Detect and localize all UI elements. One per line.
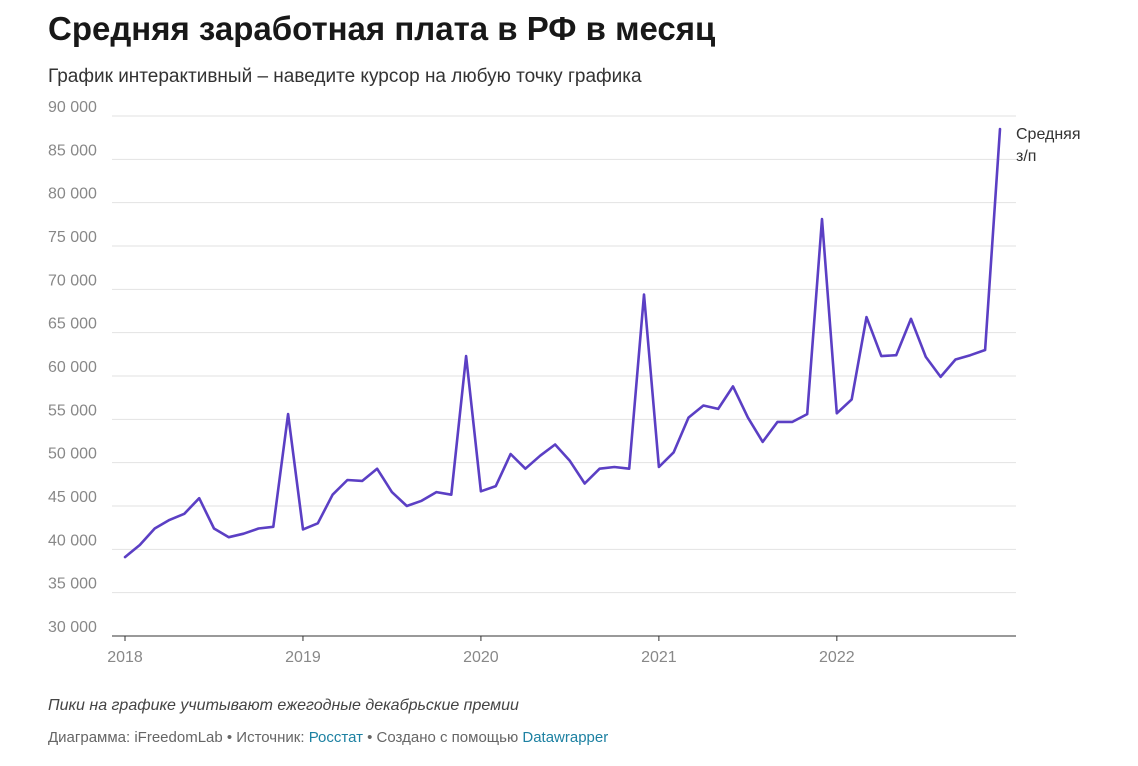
chart-footer: Диаграмма: iFreedomLab • Источник: Росст… [48, 729, 608, 746]
y-tick-label: 40 000 [48, 532, 97, 549]
data-point[interactable]: 2021-07: 55200 [743, 413, 753, 423]
datawrapper-link[interactable]: Datawrapper [522, 729, 609, 746]
data-point[interactable]: 2020-07: 50200 [565, 456, 575, 466]
data-point[interactable]: 2022-12: 88500 [995, 124, 1005, 134]
data-point[interactable]: 2019-05: 47900 [357, 476, 367, 486]
data-point[interactable]: 2020-05: 50800 [535, 451, 545, 461]
x-tick-label: 2022 [819, 649, 855, 666]
y-tick-label: 30 000 [48, 619, 97, 636]
y-tick-label: 85 000 [48, 142, 97, 159]
footer-credit-text: Диаграмма: iFreedomLab • Источник: [48, 729, 309, 746]
data-point[interactable]: 2020-10: 49500 [609, 462, 619, 472]
data-point[interactable]: 2020-09: 49300 [595, 464, 605, 474]
data-point[interactable]: 2020-03: 51000 [506, 449, 516, 459]
data-point[interactable]: 2018-01: 39100 [120, 552, 130, 562]
data-point[interactable]: 2021-12: 78100 [817, 214, 827, 224]
data-point[interactable]: 2020-06: 52100 [550, 439, 560, 449]
data-point[interactable]: 2022-02: 57300 [847, 394, 857, 404]
y-tick-label: 35 000 [48, 576, 97, 593]
data-point[interactable]: 2020-04: 49300 [520, 464, 530, 474]
data-point[interactable]: 2022-06: 66600 [906, 314, 916, 324]
data-point[interactable]: 2019-11: 46300 [446, 490, 456, 500]
data-point[interactable]: 2019-06: 49300 [372, 464, 382, 474]
series-line [123, 127, 1002, 559]
line-chart[interactable]: 30 000 35 000 40 000 45 000 50 000 55 000 60 0… [0, 100, 1138, 680]
x-tick-label: 2018 [107, 649, 143, 666]
y-tick-label: 80 000 [48, 186, 97, 203]
data-point[interactable]: 2021-01: 49500 [654, 462, 664, 472]
source-link[interactable]: Росстат [308, 729, 363, 746]
gridlines [112, 115, 1016, 637]
data-point[interactable]: 2022-05: 62400 [891, 350, 901, 360]
series-label: Средняя з/п [1016, 126, 1081, 165]
data-point[interactable]: 2021-06: 58800 [728, 381, 738, 391]
data-point[interactable]: 2018-07: 42400 [209, 524, 219, 534]
data-point[interactable]: 2019-09: 45600 [417, 496, 427, 506]
data-point[interactable]: 2019-07: 46600 [387, 487, 397, 497]
data-point[interactable]: 2019-01: 42300 [298, 524, 308, 534]
data-point[interactable]: 2018-11: 42600 [268, 522, 278, 532]
data-point[interactable]: 2018-09: 41800 [239, 529, 249, 539]
data-point[interactable]: 2020-11: 49300 [624, 464, 634, 474]
data-point[interactable]: 2021-02: 51200 [669, 447, 679, 457]
footer-middle-text: • Создано с помощью [362, 729, 523, 746]
y-tick-label: 65 000 [48, 316, 97, 333]
x-tick-label: 2021 [641, 649, 677, 666]
data-point[interactable]: 2019-02: 43000 [313, 518, 323, 528]
data-point[interactable]: 2018-04: 43400 [164, 515, 174, 525]
data-point[interactable]: 2020-08: 47600 [580, 478, 590, 488]
y-tick-label: 75 000 [48, 229, 97, 246]
data-point[interactable]: 2020-02: 47300 [491, 481, 501, 491]
y-axis-labels: 30 000 35 000 40 000 45 000 50 000 55 000 60 0… [48, 100, 97, 636]
x-tick-label: 2019 [285, 649, 321, 666]
y-tick-label: 45 000 [48, 489, 97, 506]
data-point[interactable]: 2019-12: 62300 [461, 351, 471, 361]
data-point[interactable]: 2018-02: 40500 [135, 540, 145, 550]
data-point[interactable]: 2018-05: 44100 [179, 509, 189, 519]
y-tick-label: 90 000 [48, 100, 97, 116]
data-point[interactable]: 2022-07: 62200 [921, 352, 931, 362]
data-point[interactable]: 2020-01: 46700 [476, 486, 486, 496]
data-point[interactable]: 2018-03: 42400 [150, 524, 160, 534]
chart-note: Пики на графике учитывают ежегодные дека… [48, 697, 519, 714]
data-point[interactable]: 2021-10: 54700 [787, 417, 797, 427]
data-point[interactable]: 2018-06: 45900 [194, 493, 204, 503]
chart-subtitle: График интерактивный – наведите курсор н… [48, 66, 642, 87]
chart-title: Средняя заработная плата в РФ в месяц [48, 10, 716, 47]
data-point[interactable]: 2020-12: 69400 [639, 290, 649, 300]
y-tick-label: 50 000 [48, 446, 97, 463]
data-point[interactable]: 2022-11: 63000 [980, 345, 990, 355]
data-point[interactable]: 2018-12: 55600 [283, 409, 293, 419]
x-axis-labels: 2018 2019 2020 2021 2022 [107, 636, 855, 666]
data-point[interactable]: 2019-10: 46600 [431, 487, 441, 497]
data-point[interactable]: 2022-09: 61900 [950, 355, 960, 365]
data-point[interactable]: 2018-08: 41400 [224, 532, 234, 542]
data-point[interactable]: 2019-04: 48000 [342, 475, 352, 485]
data-point[interactable]: 2021-08: 52400 [758, 437, 768, 447]
data-point[interactable]: 2021-09: 54700 [773, 417, 783, 427]
series-layer: 2018-01: 39100 2018-02: 40500 2018-03: 424… [120, 124, 1081, 562]
data-point[interactable]: 2022-03: 66800 [862, 312, 872, 322]
data-point[interactable]: 2021-03: 55200 [684, 413, 694, 423]
y-tick-label: 60 000 [48, 359, 97, 376]
data-point[interactable]: 2018-10: 42400 [253, 524, 263, 534]
data-point[interactable]: 2022-10: 62400 [965, 350, 975, 360]
data-point[interactable]: 2022-08: 59900 [936, 372, 946, 382]
x-tick-label: 2020 [463, 649, 499, 666]
data-point[interactable]: 2021-05: 56200 [713, 404, 723, 414]
data-point[interactable]: 2022-04: 62300 [876, 351, 886, 361]
y-tick-label: 55 000 [48, 402, 97, 419]
data-point[interactable]: 2021-04: 56600 [698, 400, 708, 410]
data-point[interactable]: 2019-03: 46300 [328, 490, 338, 500]
data-point[interactable]: 2022-01: 55700 [832, 408, 842, 418]
data-point[interactable]: 2021-11: 55600 [802, 409, 812, 419]
y-tick-label: 70 000 [48, 272, 97, 289]
